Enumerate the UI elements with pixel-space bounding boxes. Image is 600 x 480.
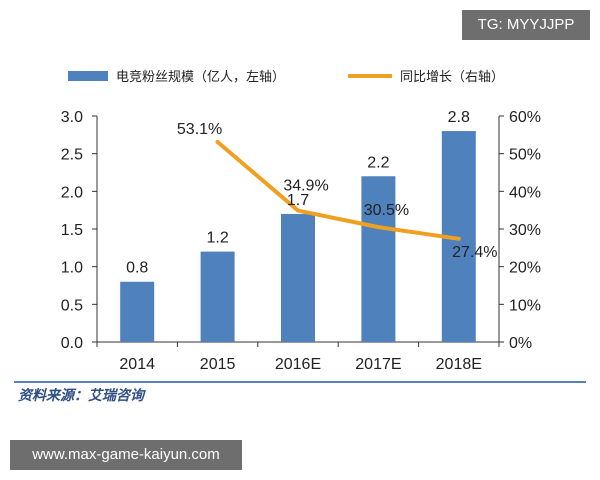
- growth-point: [376, 225, 381, 230]
- left-axis-tick-label: 2.0: [61, 184, 83, 201]
- bar: [200, 251, 235, 342]
- right-axis-tick-label: 40%: [509, 184, 541, 201]
- legend: 电竞粉丝规模（亿人，左轴） 同比增长（右轴）: [68, 69, 504, 85]
- source-note: 资料来源：艾瑞咨询: [18, 388, 144, 404]
- growth-value-label: 30.5%: [364, 202, 409, 219]
- growth-line: [216, 140, 460, 241]
- x-axis-tick-label: 2015: [200, 356, 236, 373]
- right-axis-tick-label: 60%: [509, 109, 541, 126]
- growth-value-label: 53.1%: [177, 121, 222, 138]
- bar: [120, 281, 155, 342]
- bar-value-label: 2.8: [448, 109, 470, 126]
- right-axis-tick-label: 0%: [509, 335, 532, 352]
- legend-bar-label: 电竞粉丝规模（亿人，左轴）: [116, 69, 285, 85]
- x-axis-tick-label: 2014: [119, 356, 155, 373]
- growth-point: [456, 236, 461, 241]
- growth-value-label: 34.9%: [283, 178, 328, 195]
- data-labels: 0.8 1.2 1.7 2.2 2.8 53.1% 34.9% 30.5% 27.4%: [126, 109, 497, 277]
- left-axis-tick-label: 1.0: [61, 260, 83, 277]
- chart: 电竞粉丝规模（亿人，左轴） 同比增长（右轴） 0.0 0.5 1.0 1.5 2.0 2.…: [61, 69, 541, 373]
- bar: [281, 213, 315, 342]
- bar-value-label: 1.7: [287, 192, 309, 209]
- left-axis-tick-label: 2.5: [61, 147, 83, 164]
- x-axis-tick-label: 2016E: [275, 356, 321, 373]
- left-axis-tick-label: 0.0: [61, 335, 83, 352]
- line-series: [215, 139, 461, 241]
- footer-url-badge: www.max-game-kaiyun.com: [10, 440, 242, 470]
- source-divider: [14, 381, 586, 383]
- x-axis-tick-label: 2017E: [355, 356, 401, 373]
- bar-value-label: 0.8: [126, 260, 148, 277]
- watermark-badge: TG: MYYJJPP: [462, 10, 590, 40]
- right-axis-tick-label: 10%: [509, 297, 541, 314]
- bar: [361, 176, 396, 342]
- right-axis-tick-label: 50%: [509, 147, 541, 164]
- right-axis-tick-label: 30%: [509, 222, 541, 239]
- bar-value-label: 1.2: [206, 230, 228, 247]
- bar-series: [120, 131, 476, 342]
- left-axis-tick-label: 3.0: [61, 109, 83, 126]
- legend-line-label: 同比增长（右轴）: [400, 70, 504, 85]
- x-axis-tick-label: 2018E: [436, 356, 482, 373]
- growth-point: [296, 208, 300, 213]
- left-axis-tick-label: 0.5: [61, 297, 83, 314]
- legend-bar-swatch: [68, 71, 108, 81]
- bar-value-label: 2.2: [367, 154, 389, 171]
- growth-value-label: 27.4%: [452, 244, 497, 261]
- left-axis-tick-label: 1.5: [61, 222, 83, 239]
- growth-point: [215, 139, 220, 144]
- axes: 0.0 0.5 1.0 1.5 2.0 2.5 3.0 0% 10% 20% 30% 40% 50% 60…: [61, 109, 541, 373]
- right-axis-tick-label: 20%: [509, 260, 541, 277]
